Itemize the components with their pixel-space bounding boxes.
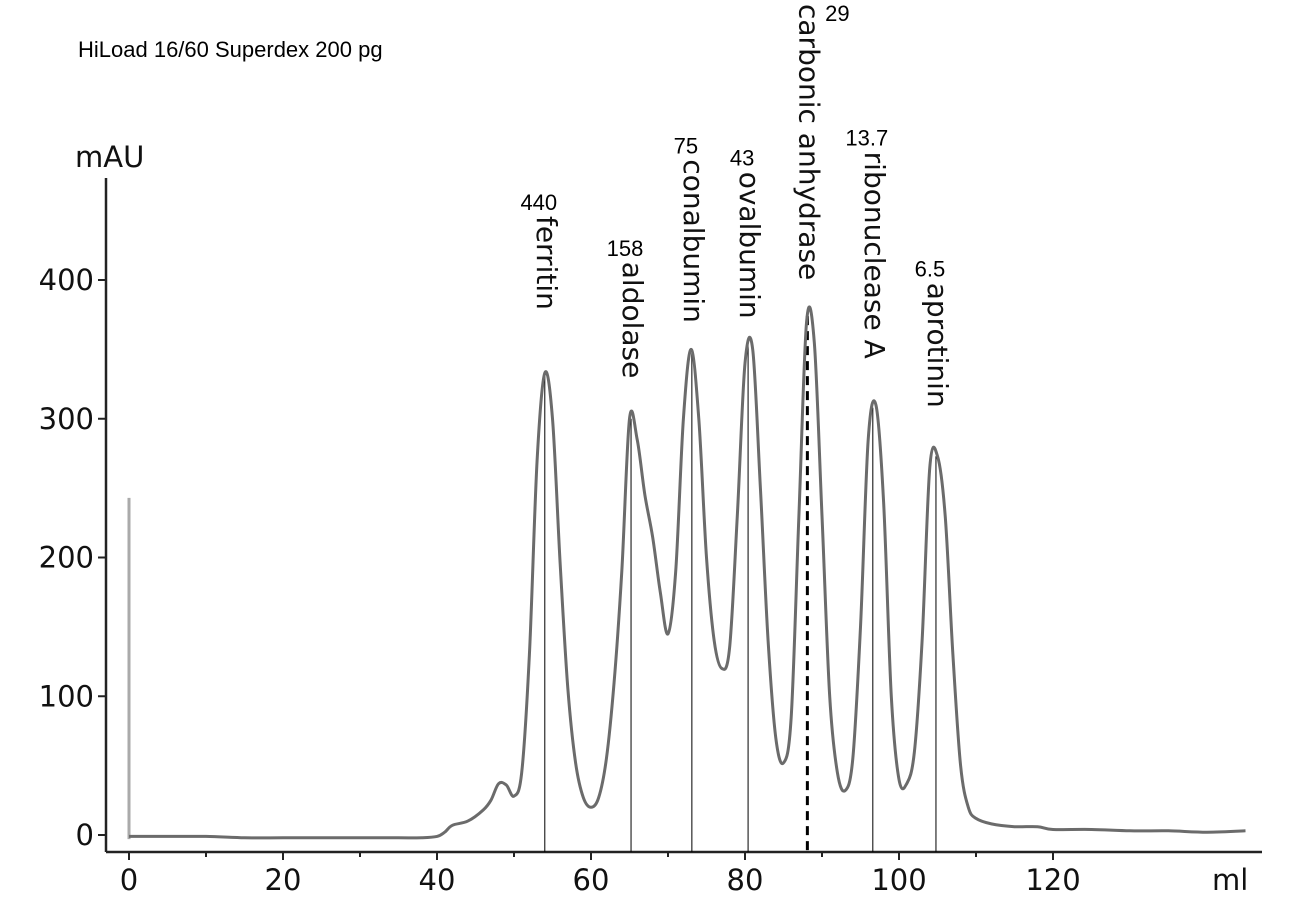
x-tick-label: 120 [1025,863,1080,897]
peak-name-label: carbonic anhydrase [792,4,825,280]
y-axis-label: mAU [75,140,144,174]
peak-mw-label: 6.5 [915,257,946,282]
chromatogram-trace [129,305,1246,840]
y-tick-label: 0 [76,818,94,852]
peak-name-label: aprotinin [921,283,954,408]
peak-mw-label: 158 [607,236,644,261]
x-tick-label: 60 [573,863,610,897]
x-tick-label: 40 [419,863,456,897]
peak-name-label: aldolase [616,262,649,379]
y-tick-label: 300 [39,402,94,436]
peak-mw-label: 13.7 [845,126,888,151]
peak-name-label: ribonuclease A [858,152,891,359]
peak-name-label: conalbumin [677,159,710,323]
peak-mw-label: 29 [825,1,849,26]
peak-mw-label: 43 [730,146,754,171]
x-axis-label: ml [1212,863,1248,897]
x-tick-label: 20 [265,863,302,897]
x-tick-label: 0 [120,863,138,897]
y-tick-label: 200 [39,541,94,575]
peak-mw-label: 75 [674,133,698,158]
peak-name-label: ferritin [530,216,563,310]
chart-title: HiLoad 16/60 Superdex 200 pg [78,37,383,62]
axes: 0 100 200 300 400 0 20 40 60 80 100 120 [39,178,1262,897]
x-tick-label: 80 [727,863,764,897]
y-tick-label: 100 [39,679,94,713]
x-tick-label: 100 [871,863,926,897]
peak-name-label: ovalbumin [733,172,766,319]
peak-mw-label: 440 [520,190,557,215]
y-tick-label: 400 [39,263,94,297]
